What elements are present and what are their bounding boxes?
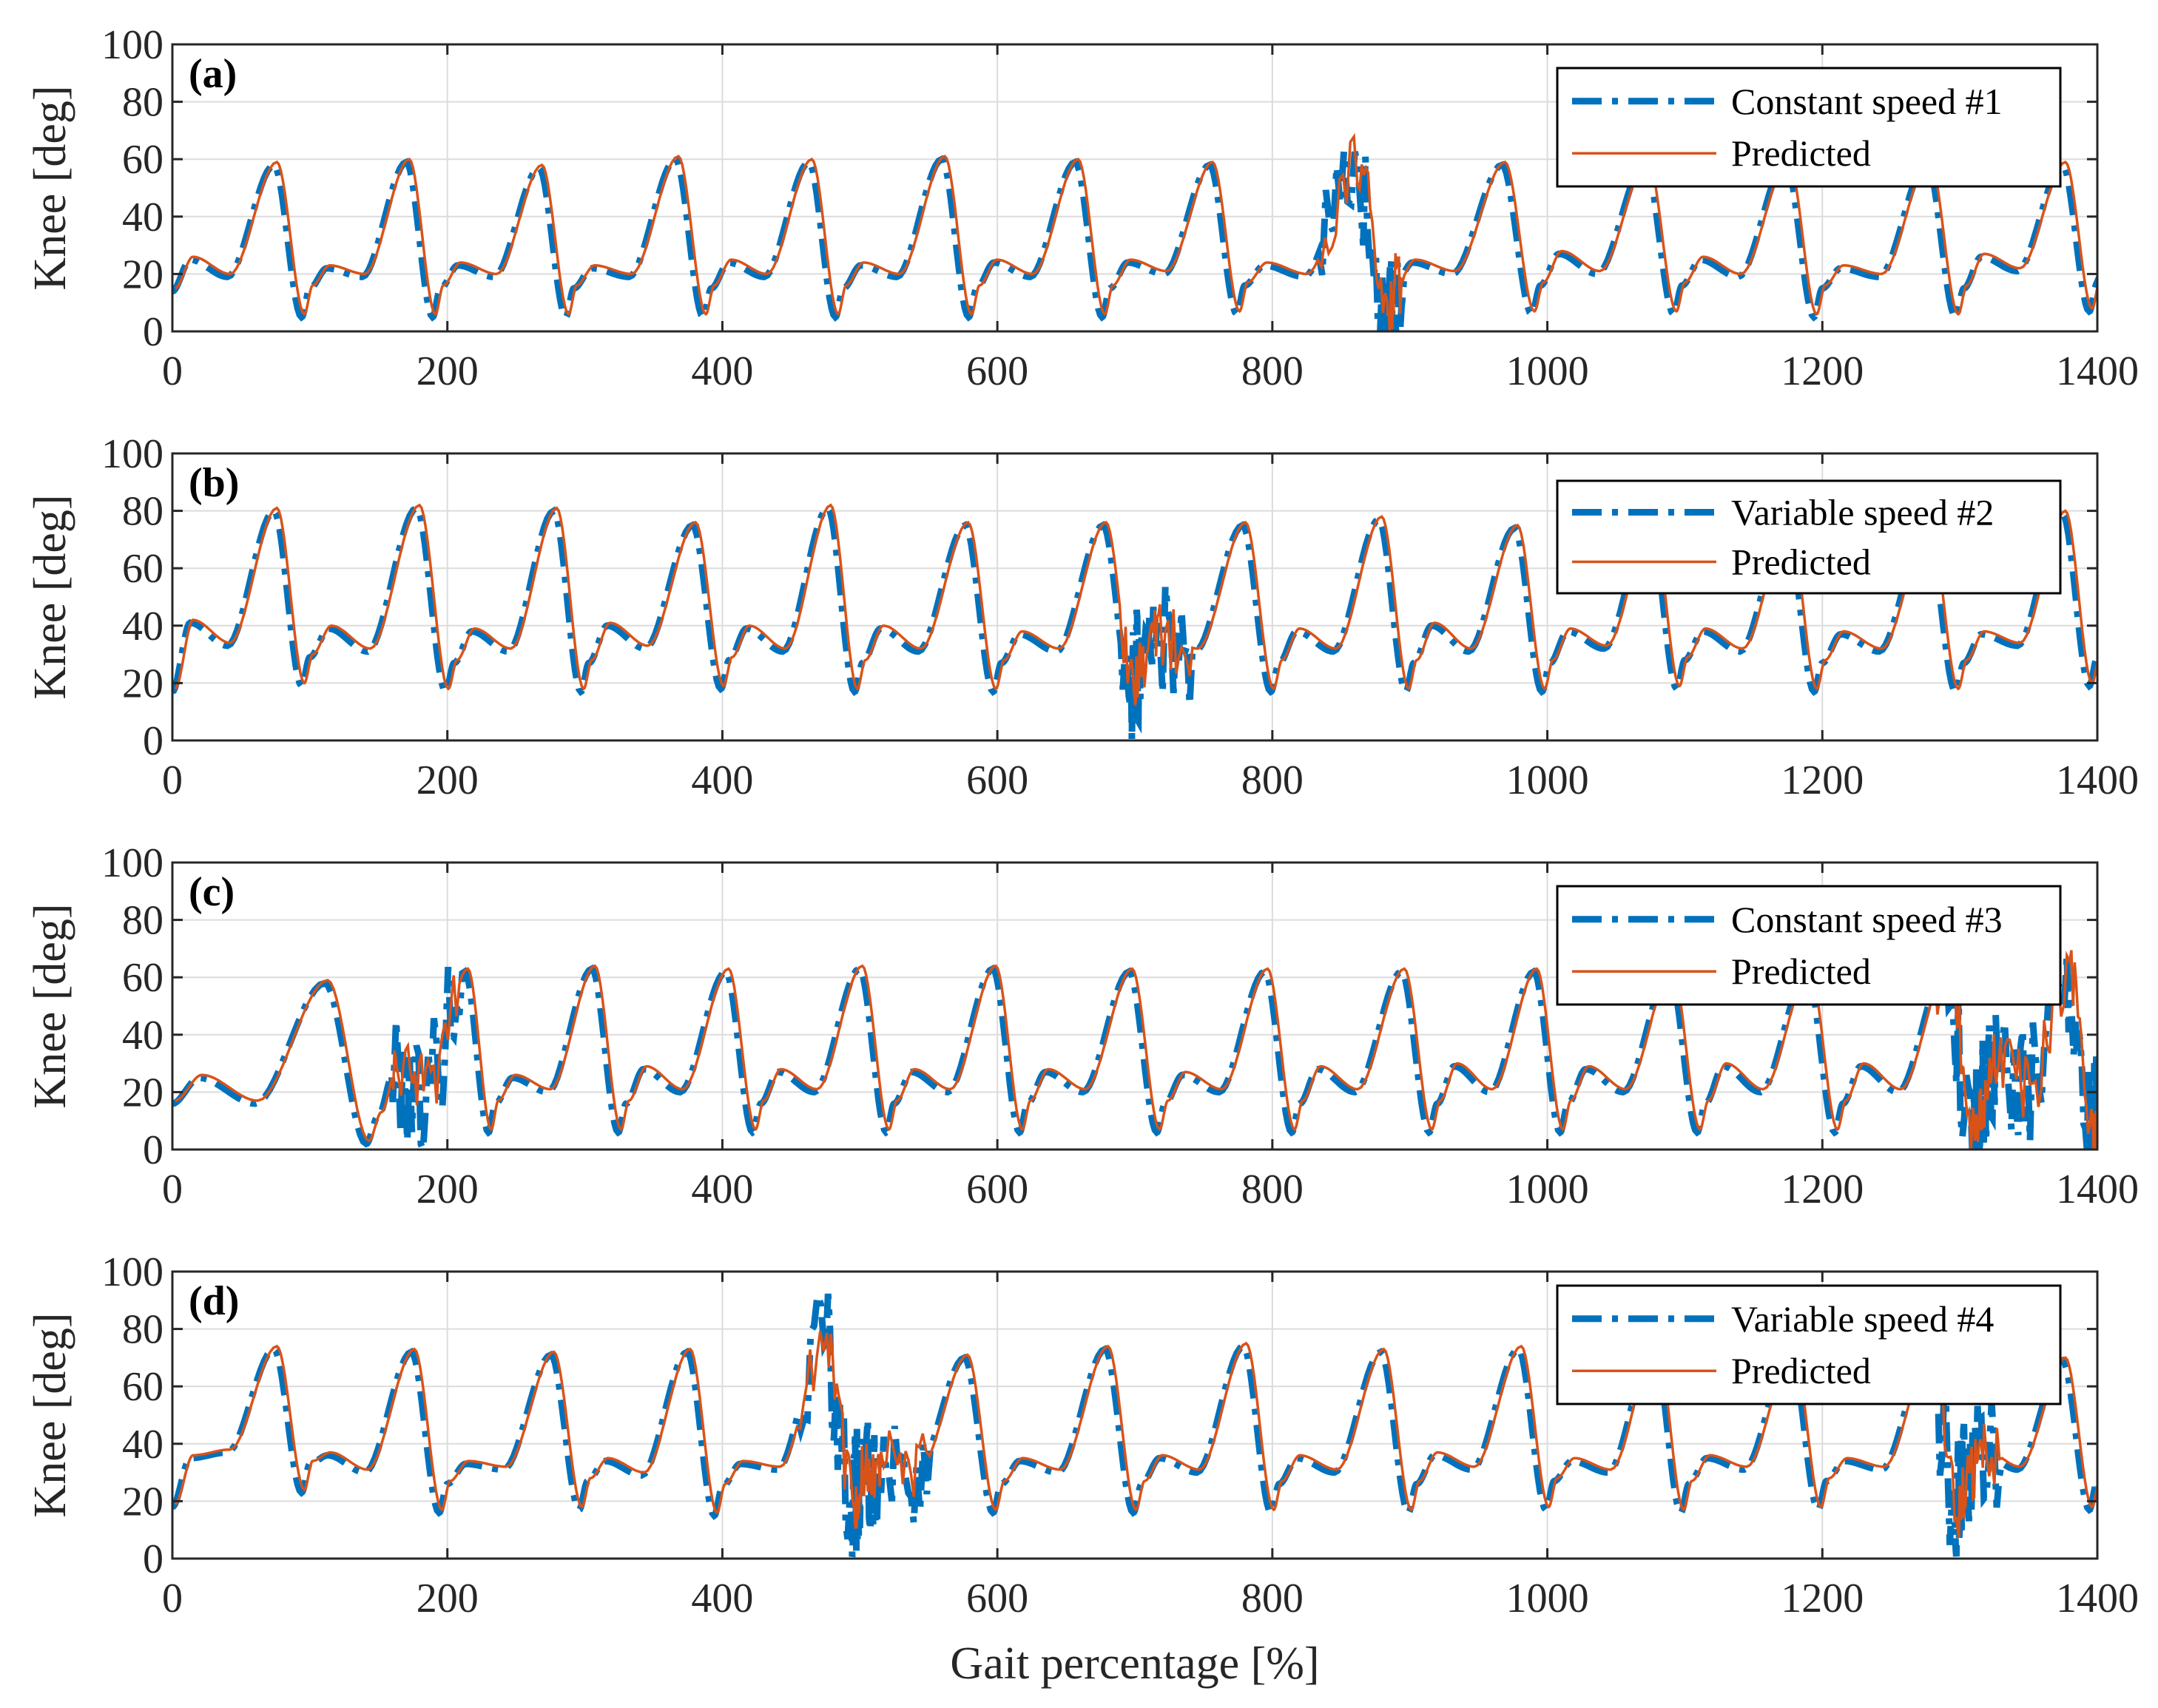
x-tick-label: 600 (966, 348, 1028, 394)
legend: Constant speed #1 Predicted (1556, 67, 2062, 188)
x-tick-label: 0 (162, 1167, 183, 1212)
series-line-predicted (175, 950, 2097, 1150)
x-tick-label: 400 (691, 757, 753, 803)
x-tick-label: 800 (1241, 1576, 1304, 1621)
legend-label-predicted: Predicted (1731, 1350, 1871, 1391)
y-tick-label: 0 (143, 1127, 163, 1173)
legend-box (1556, 67, 2062, 188)
legend-label-predicted: Predicted (1731, 541, 1871, 582)
y-tick-label: 20 (122, 1479, 163, 1525)
y-tick-label: 20 (122, 252, 163, 297)
y-tick-label: 100 (101, 431, 163, 477)
panel-label: (c) (189, 869, 235, 915)
panel-label: (b) (189, 460, 239, 506)
y-tick-label: 40 (122, 195, 163, 240)
panel-d: 0 200 400 600 800 1000 1200 1400 0 20 40 60 80 100 Kne… (25, 1249, 2139, 1689)
x-tick-label: 1000 (1506, 348, 1589, 394)
x-tick-label: 1400 (2056, 1167, 2139, 1212)
y-tick-label: 60 (122, 137, 163, 183)
y-tick-label: 0 (143, 309, 163, 355)
y-tick-label: 60 (122, 546, 163, 592)
x-tick-label: 200 (417, 1167, 479, 1212)
y-tick-label: 60 (122, 955, 163, 1001)
x-tick-label: 1000 (1506, 1167, 1589, 1212)
legend-box (1556, 479, 2062, 595)
x-tick-label: 1000 (1506, 757, 1589, 803)
y-axis-title: Knee [deg] (25, 903, 75, 1108)
legend: Constant speed #3 Predicted (1556, 885, 2062, 1006)
panel-c: 0 200 400 600 800 1000 1200 1400 0 20 40 60 80 100 Kne… (25, 840, 2139, 1212)
x-tick-label: 0 (162, 757, 183, 803)
x-tick-label: 800 (1241, 757, 1304, 803)
x-tick-label: 600 (966, 1576, 1028, 1621)
x-tick-label: 800 (1241, 1167, 1304, 1212)
legend: Variable speed #4 Predicted (1556, 1284, 2062, 1405)
y-tick-label: 60 (122, 1364, 163, 1410)
y-tick-label: 0 (143, 1536, 163, 1582)
y-tick-label: 20 (122, 1070, 163, 1115)
x-tick-label: 800 (1241, 348, 1304, 394)
y-tick-label: 100 (101, 840, 163, 886)
x-tick-label: 1400 (2056, 757, 2139, 803)
x-tick-label: 1200 (1781, 348, 1864, 394)
y-tick-label: 80 (122, 489, 163, 535)
x-tick-label: 400 (691, 1576, 753, 1621)
legend-label-measured: Constant speed #1 (1731, 81, 2003, 122)
y-axis-title: Knee [deg] (25, 1312, 75, 1517)
y-tick-label: 80 (122, 898, 163, 944)
legend-box (1556, 1284, 2062, 1405)
y-tick-label: 40 (122, 1422, 163, 1468)
axes-border (171, 1270, 2099, 1560)
x-tick-label: 600 (966, 1167, 1028, 1212)
x-tick-label: 200 (417, 348, 479, 394)
y-tick-label: 0 (143, 718, 163, 764)
x-tick-label: 600 (966, 757, 1028, 803)
panel-b: 0 200 400 600 800 1000 1200 1400 0 20 40 60 80 100 Kne… (25, 431, 2139, 803)
x-tick-label: 1000 (1506, 1576, 1589, 1621)
y-tick-label: 40 (122, 1013, 163, 1059)
legend-label-measured: Variable speed #2 (1731, 492, 1994, 533)
legend-label-predicted: Predicted (1731, 132, 1871, 174)
legend-label-predicted: Predicted (1731, 951, 1871, 992)
y-axis-title: Knee [deg] (25, 494, 75, 699)
legend-box (1556, 885, 2062, 1006)
x-tick-label: 0 (162, 1576, 183, 1621)
x-tick-label: 1200 (1781, 757, 1864, 803)
y-tick-label: 100 (101, 22, 163, 68)
y-tick-label: 80 (122, 1307, 163, 1353)
series-line-predicted (175, 132, 2097, 331)
axes-border (171, 43, 2099, 333)
panel-label: (d) (189, 1278, 239, 1324)
x-tick-label: 1400 (2056, 348, 2139, 394)
x-tick-label: 400 (691, 348, 753, 394)
y-tick-label: 80 (122, 80, 163, 126)
x-tick-label: 400 (691, 1167, 753, 1212)
x-tick-label: 200 (417, 757, 479, 803)
x-axis-title: Gait percentage [%] (950, 1638, 1319, 1689)
legend: Variable speed #2 Predicted (1556, 479, 2062, 595)
x-tick-label: 1400 (2056, 1576, 2139, 1621)
y-tick-label: 20 (122, 661, 163, 706)
panel-a: 0 200 400 600 800 1000 1200 1400 0 20 40 60 80 100 Kne… (25, 22, 2139, 394)
x-tick-label: 1200 (1781, 1167, 1864, 1212)
legend-label-measured: Constant speed #3 (1731, 899, 2003, 940)
axes-border (171, 452, 2099, 742)
y-tick-label: 40 (122, 604, 163, 649)
axes-border (171, 861, 2099, 1151)
x-tick-label: 0 (162, 348, 183, 394)
panel-label: (a) (189, 51, 237, 97)
legend-label-measured: Variable speed #4 (1731, 1298, 1994, 1340)
x-tick-label: 200 (417, 1576, 479, 1621)
x-tick-label: 1200 (1781, 1576, 1864, 1621)
y-tick-label: 100 (101, 1249, 163, 1295)
y-axis-title: Knee [deg] (25, 85, 75, 290)
